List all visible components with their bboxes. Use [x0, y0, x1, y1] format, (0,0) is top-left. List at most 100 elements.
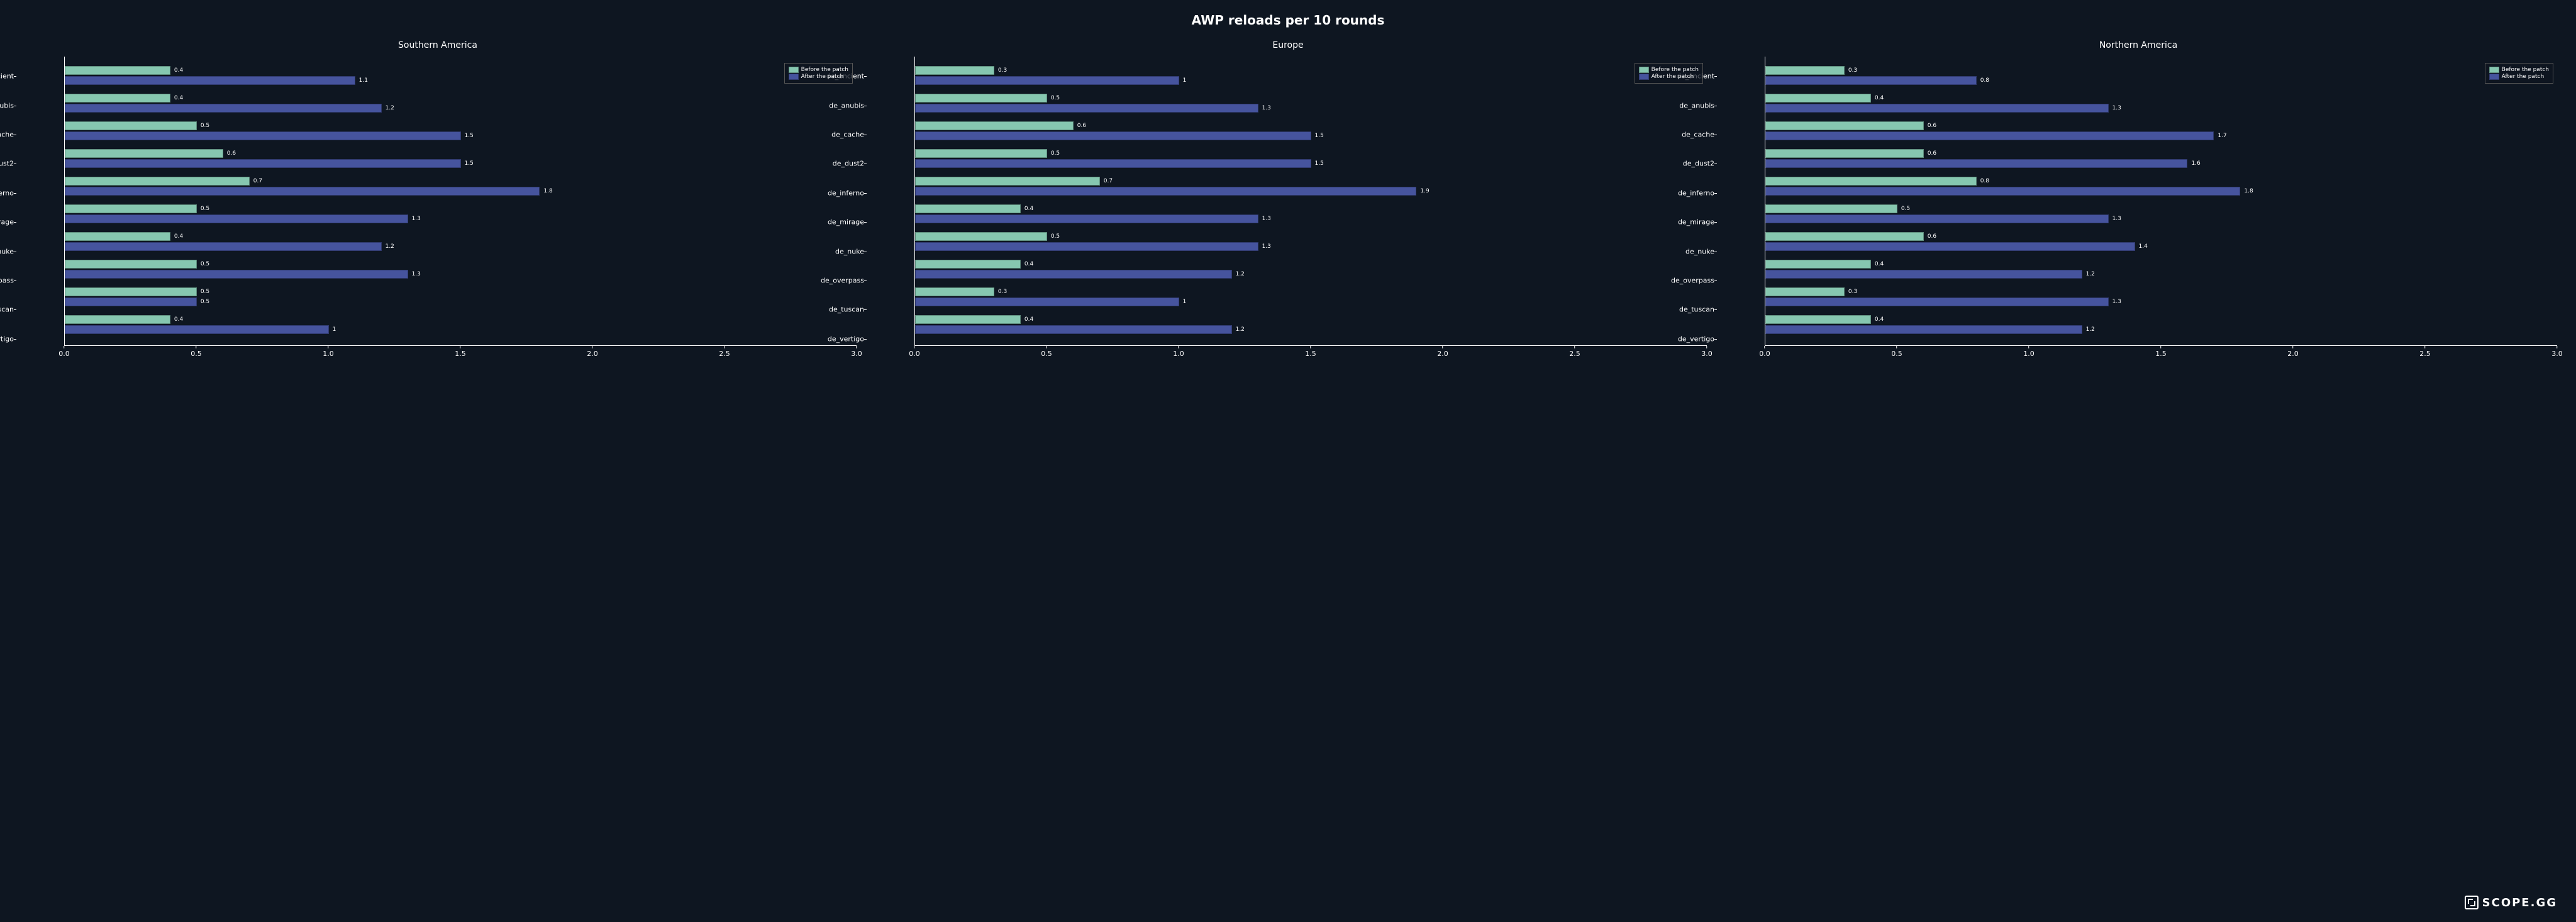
bar-value-label: 1.2 [386, 105, 394, 111]
bar-value-label: 1.3 [2112, 216, 2121, 222]
bar-row: 0.5 [65, 121, 857, 130]
y-axis-label: de_tuscan [0, 306, 14, 314]
x-tick-label: 2.5 [719, 350, 730, 358]
legend-row: Before the patch [789, 67, 848, 73]
bar-group: 0.61.5 [915, 117, 1707, 145]
before-bar [915, 94, 1047, 103]
x-tick-label: 0.0 [1759, 350, 1770, 358]
panel-wrap: de_ancientde_anubisde_cachede_dust2de_in… [1719, 57, 2557, 358]
bar-value-label: 0.3 [1848, 67, 1857, 74]
chart-panel: Northern Americade_ancientde_anubisde_ca… [1719, 40, 2557, 358]
bar-value-label: 0.4 [174, 233, 183, 240]
bar-value-label: 1.2 [386, 243, 394, 250]
x-tick-group: 0.5 [1041, 346, 1052, 358]
before-bar [1765, 260, 1871, 269]
after-bar [65, 242, 382, 251]
x-tick [460, 346, 461, 348]
bar-row: 0.4 [1765, 260, 2557, 269]
bar-value-label: 0.4 [1875, 95, 1884, 101]
bar-row: 1.3 [915, 104, 1707, 113]
bar-value-label: 1.5 [465, 133, 474, 139]
bar-value-label: 0.5 [1051, 95, 1060, 101]
x-tick-label: 1.0 [2023, 350, 2035, 358]
y-axis-label: de_nuke [0, 247, 14, 255]
before-bar [1765, 204, 1897, 213]
after-bar [65, 76, 355, 85]
after-bar [915, 104, 1258, 113]
bar-row: 1.2 [65, 104, 857, 113]
y-axis-label: de_overpass [1671, 277, 1714, 285]
before-bar [65, 149, 223, 158]
y-axis-label: de_overpass [0, 277, 14, 285]
bar-group: 0.61.5 [65, 145, 857, 172]
bar-row: 0.4 [65, 232, 857, 241]
y-axis-label: de_dust2 [1683, 160, 1714, 168]
bar-group: 0.51.3 [65, 200, 857, 228]
bar-group: 0.31 [915, 62, 1707, 89]
bar-row: 0.5 [915, 94, 1707, 103]
x-axis: 0.00.51.01.52.02.53.0 [914, 346, 1707, 358]
bar-row: 0.4 [65, 315, 857, 324]
panel-wrap: de_ancientde_anubisde_cachede_dust2de_in… [19, 57, 857, 358]
before-bar [1765, 315, 1871, 324]
x-tick-label: 0.5 [1041, 350, 1052, 358]
x-tick-group: 0.0 [58, 346, 70, 358]
bar-row: 1.3 [1765, 104, 2557, 113]
legend-swatch [2489, 67, 2499, 73]
x-tick [914, 346, 915, 348]
bar-value-label: 1.3 [2112, 299, 2121, 305]
y-axis-label: de_cache [1682, 131, 1714, 139]
bar-value-label: 1.3 [2112, 105, 2121, 111]
x-tick [592, 346, 593, 348]
x-tick-group: 2.0 [1437, 346, 1448, 358]
x-tick-label: 3.0 [851, 350, 862, 358]
y-axis-label: de_ancient [0, 72, 14, 81]
scope-icon [2465, 896, 2479, 909]
before-bar [915, 204, 1021, 213]
y-axis-label: de_inferno [1678, 189, 1714, 197]
bar-row: 1.5 [915, 159, 1707, 168]
bar-row: 0.5 [65, 297, 857, 306]
x-tick-label: 1.5 [455, 350, 466, 358]
bar-row: 1 [915, 76, 1707, 85]
y-axis-label: de_cache [831, 131, 864, 139]
legend-label: Before the patch [2502, 67, 2549, 73]
after-bar [1765, 187, 2240, 196]
x-tick-label: 1.5 [1305, 350, 1316, 358]
x-tick-label: 0.0 [909, 350, 920, 358]
chart-panel: Southern Americade_ancientde_anubisde_ca… [19, 40, 857, 358]
bar-group: 0.5 1.3 [915, 89, 1707, 117]
before-bar [1765, 232, 1924, 241]
y-axis-tick [1714, 193, 1717, 194]
bar-row: 0.6 [1765, 232, 2557, 241]
x-tick-label: 1.0 [323, 350, 334, 358]
x-tick-group: 1.0 [1173, 346, 1184, 358]
bar-value-label: 1.3 [412, 216, 421, 222]
bar-row: 1.2 [1765, 325, 2557, 334]
before-bar [1765, 66, 1845, 75]
bar-value-label: 0.7 [1104, 178, 1113, 184]
after-bar [1765, 270, 2082, 279]
bar-value-label: 0.5 [1901, 206, 1910, 212]
y-axis-tick [14, 193, 16, 194]
after-bar [915, 297, 1179, 306]
legend-label: After the patch [2502, 74, 2545, 80]
bar-value-label: 1.3 [1262, 216, 1271, 222]
y-axis-label: de_dust2 [0, 160, 14, 168]
bar-value-label: 1.3 [1262, 105, 1271, 111]
x-tick-group: 3.0 [1701, 346, 1713, 358]
before-bar [1765, 287, 1845, 296]
bar-group: 0.51.3 [915, 228, 1707, 255]
panel-wrap: de_ancientde_anubisde_cachede_dust2de_in… [869, 57, 1707, 358]
legend: Before the patchAfter the patch [2485, 63, 2553, 84]
bar-value-label: 1.8 [2244, 188, 2253, 194]
x-tick [2161, 346, 2162, 348]
bar-value-label: 0.3 [998, 67, 1007, 74]
legend-swatch [1639, 74, 1649, 80]
bar-value-label: 1.8 [543, 188, 552, 194]
y-axis-label: de_anubis [829, 101, 864, 109]
bar-group: 0.71.9 [915, 172, 1707, 200]
y-axis-label: de_mirage [1678, 218, 1714, 226]
bar-row: 0.8 [1765, 177, 2557, 186]
bar-row: 1.6 [1765, 159, 2557, 168]
